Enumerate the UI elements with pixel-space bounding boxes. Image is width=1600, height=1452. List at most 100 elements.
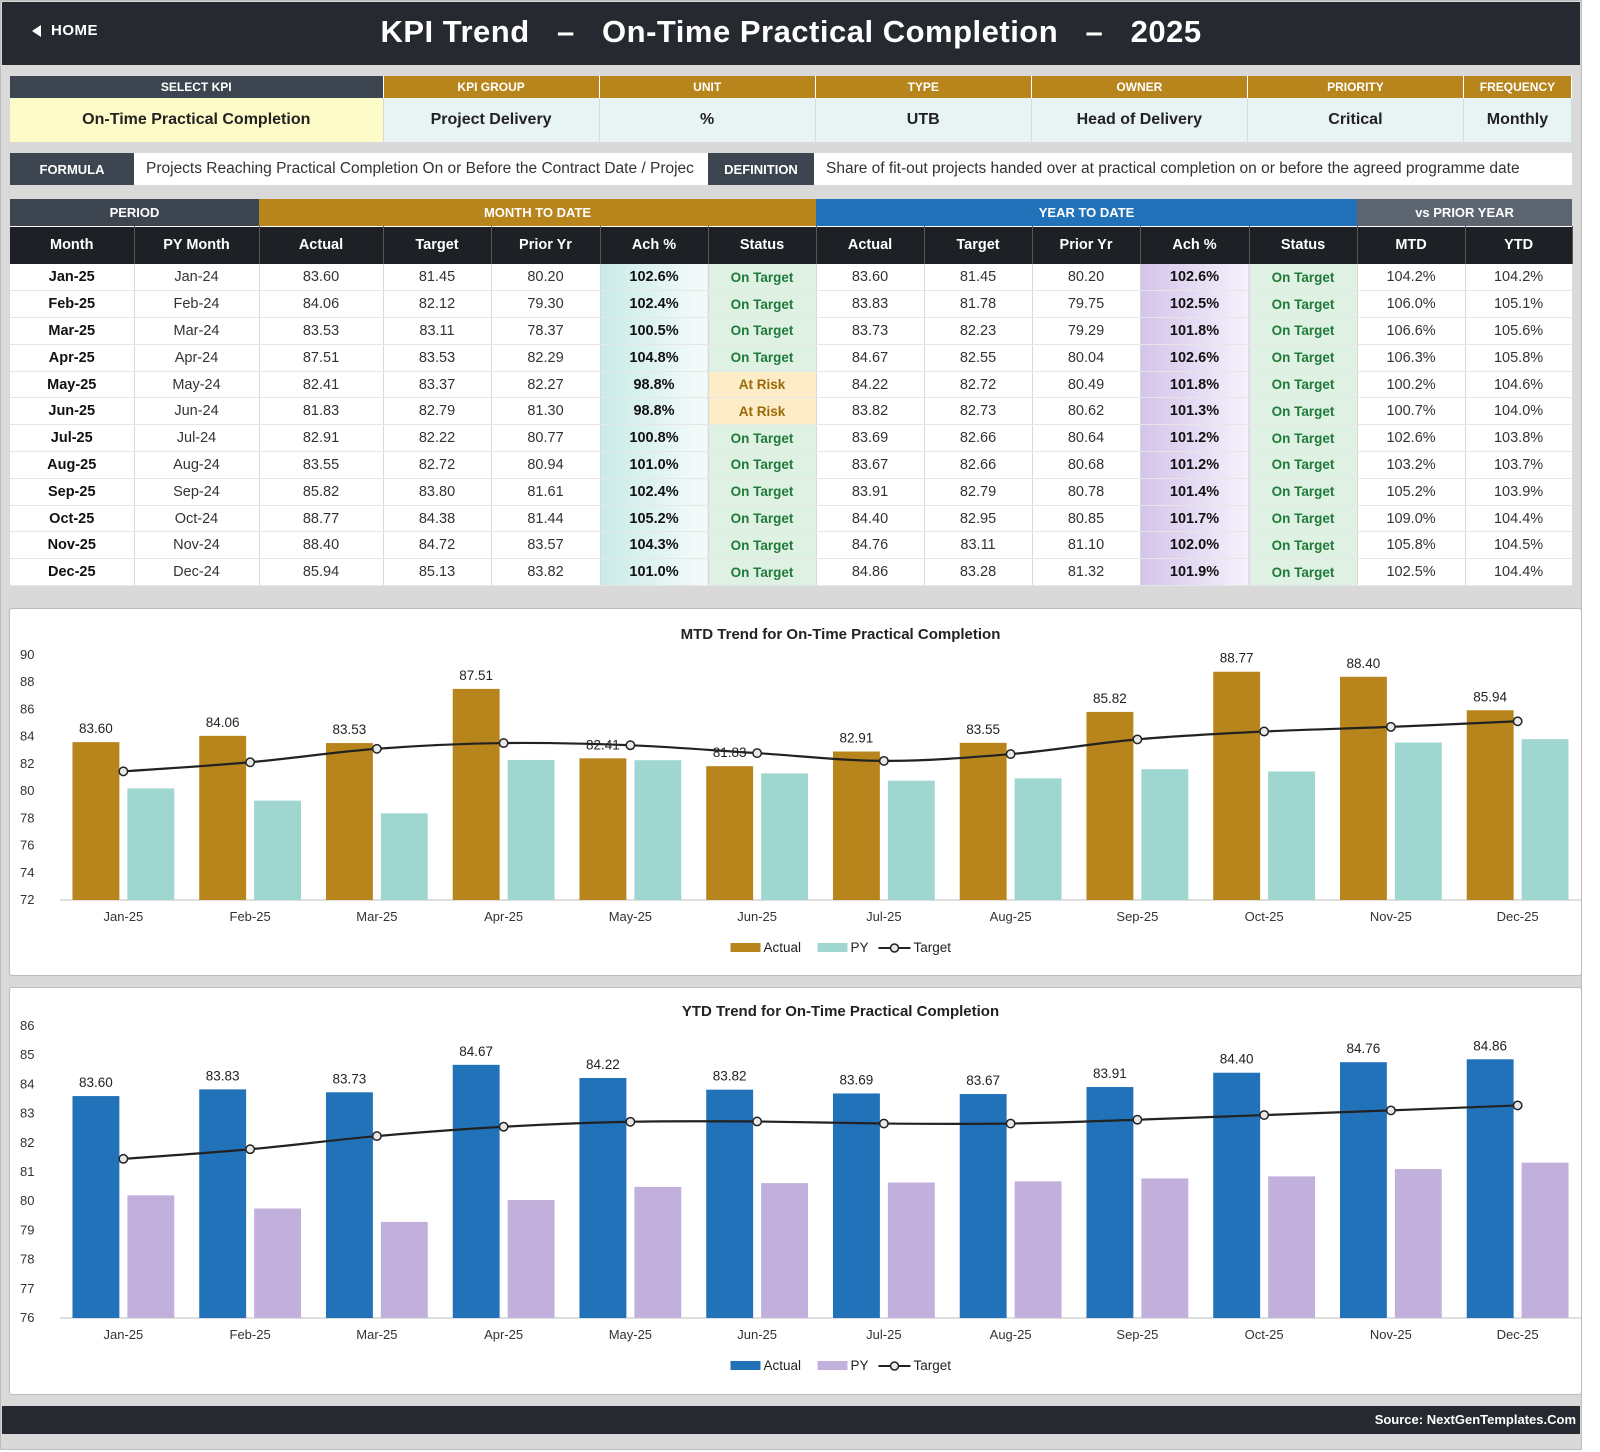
py-month-column-header: PY Month [134,225,260,264]
ytd-actual-cell: 83.73 [816,317,925,345]
formula-text: Projects Reaching Practical Completion O… [134,153,708,185]
vs-py-ytd-cell: 104.4% [1465,558,1573,587]
mtd-target-cell: 82.72 [383,451,492,479]
ytd-status-column-header: Status [1249,225,1358,264]
ytd-py-bar [1268,1176,1316,1318]
vs-py-mtd-cell: 105.2% [1357,478,1466,506]
x-tick-label: Nov-25 [1370,1327,1412,1342]
mtd-status-cell: At Risk [708,397,817,426]
ytd-target-cell: 82.73 [924,397,1033,426]
mtd-ach-cell: 101.0% [600,451,709,479]
x-tick-label: Oct-25 [1245,1327,1284,1342]
mtd-ach-cell: 102.6% [600,264,709,292]
table-row: Apr-25 Apr-24 87.51 83.53 82.29 104.8% On Targ… [10,344,1573,372]
mtd-target-line [123,720,1518,773]
y-tick-label: 79 [20,1222,34,1237]
ytd-actual-data-label: 83.67 [966,1073,1000,1088]
home-button[interactable]: HOME [32,22,98,39]
vs-py-ytd-cell: 105.1% [1465,290,1573,319]
month-cell: Feb-25 [10,290,135,319]
kpi-select-dropdown[interactable]: On-Time Practical Completion [10,98,384,142]
ytd-ach-cell: 101.9% [1140,558,1250,587]
mtd-py-bar [634,760,682,900]
ytd-ach-column-header: Ach % [1140,225,1250,264]
mtd-trend-chart: MTD Trend for On-Time Practical Completi… [20,626,1581,955]
x-tick-label: Sep-25 [1116,909,1158,924]
mtd-actual-cell: 85.82 [259,478,384,506]
ytd-actual-bar [959,1094,1007,1318]
formula-row: FORMULA Projects Reaching Practical Comp… [10,153,1572,185]
vs-py-ytd-cell: 103.9% [1465,478,1573,506]
table-row: Aug-25 Aug-24 83.55 82.72 80.94 101.0% On Targ… [10,451,1573,479]
vs-py-mtd-cell: 106.6% [1357,317,1466,345]
mtd-target-point [1259,726,1270,737]
ytd-actual-data-label: 84.76 [1347,1041,1381,1056]
legend-py-swatch [817,1361,848,1370]
ytd-target-point [1385,1105,1396,1116]
vs-py-mtd-cell: 106.3% [1357,344,1466,372]
ytd-actual-bar [325,1092,373,1318]
vs-py-mtd-cell: 109.0% [1357,505,1466,533]
ytd-actual-cell: 84.76 [816,531,925,560]
mtd-prior-yr-cell: 82.29 [491,344,601,372]
mtd-status-cell: On Target [708,317,817,345]
vs-py-ytd-cell: 103.7% [1465,451,1573,479]
vs-py-mtd-cell: 106.0% [1357,290,1466,319]
mtd-prior-yr-cell: 83.57 [491,531,601,560]
month-column-header: Month [10,225,135,264]
x-tick-label: Aug-25 [990,909,1032,924]
frequency-value: Monthly [1463,98,1573,142]
back-arrow-icon [32,24,41,37]
mtd-actual-cell: 81.83 [259,397,384,426]
month-cell: Jan-25 [10,264,135,292]
mtd-actual-cell: 83.55 [259,451,384,479]
x-tick-label: Mar-25 [356,1327,397,1342]
vs-py-mtd-column-header: MTD [1357,225,1466,264]
y-tick-label: 84 [20,729,34,744]
page-title: KPI Trend – On-Time Practical Completion… [380,14,1202,49]
ytd-actual-cell: 84.22 [816,371,925,399]
ytd-actual-bar [1466,1059,1514,1318]
ytd-py-bar [507,1200,555,1318]
mtd-target-cell: 83.37 [383,371,492,399]
ytd-actual-bar [1086,1087,1134,1318]
py-month-cell: May-24 [134,371,260,399]
mtd-status-cell: On Target [708,264,817,292]
ytd-prior-yr-cell: 80.62 [1032,397,1141,426]
mtd-target-point [498,738,509,749]
mtd-py-bar [127,788,175,900]
vs-py-ytd-column-header: YTD [1465,225,1573,264]
ytd-py-bar [761,1183,809,1318]
py-month-cell: Sep-24 [134,478,260,506]
y-tick-label: 86 [20,701,34,716]
x-tick-label: Mar-25 [356,909,397,924]
mtd-actual-cell: 88.40 [259,531,384,560]
owner-value: Head of Delivery [1031,98,1248,142]
select-kpi-header: SELECT KPI [10,76,384,98]
ytd-prior-yr-cell: 80.64 [1032,424,1141,453]
ytd-status-cell: On Target [1249,397,1358,426]
mtd-status-cell: On Target [708,290,817,319]
mtd-target-point [1512,716,1523,727]
ytd-target-cell: 82.72 [924,371,1033,399]
ytd-status-cell: On Target [1249,451,1358,479]
ytd-status-cell: On Target [1249,317,1358,345]
ytd-actual-cell: 83.67 [816,451,925,479]
mtd-chart-panel: MTD Trend for On-Time Practical Completi… [9,608,1582,976]
month-cell: Jul-25 [10,424,135,453]
ytd-target-point [752,1116,763,1127]
month-cell: Sep-25 [10,478,135,506]
mtd-status-cell: At Risk [708,371,817,399]
y-tick-label: 77 [20,1281,34,1296]
py-month-cell: Jul-24 [134,424,260,453]
ytd-status-cell: On Target [1249,371,1358,399]
ytd-ach-cell: 101.7% [1140,505,1250,533]
x-tick-label: Feb-25 [230,909,271,924]
legend-actual-swatch [730,943,761,952]
y-tick-label: 90 [20,647,34,662]
ytd-status-cell: On Target [1249,264,1358,292]
ytd-py-bar [1014,1181,1062,1318]
ytd-target-column-header: Target [924,225,1033,264]
mtd-target-cell: 84.38 [383,505,492,533]
mtd-target-point [371,743,382,754]
